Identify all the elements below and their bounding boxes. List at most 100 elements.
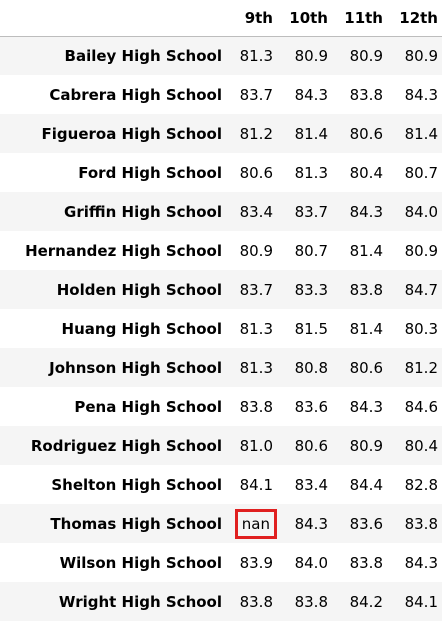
cell-value: 81.2 [239, 124, 273, 143]
cell-value: 80.3 [404, 319, 438, 338]
cell-value: 80.4 [349, 163, 383, 182]
cell-value: 80.6 [239, 163, 273, 182]
cell-10th: 81.3 [277, 153, 332, 192]
cell-value: 84.3 [349, 202, 383, 221]
cell-9th: 81.0 [222, 426, 277, 465]
cell-9th: 80.6 [222, 153, 277, 192]
cell-value: 83.4 [294, 475, 328, 494]
table-row: Griffin High School 83.4 83.7 84.3 84.0 [0, 192, 442, 231]
cell-10th: 80.8 [277, 348, 332, 387]
cell-value: 81.4 [404, 124, 438, 143]
cell-10th: 83.4 [277, 465, 332, 504]
column-header-11th: 11th [332, 0, 387, 37]
cell-value: 81.5 [294, 319, 328, 338]
cell-value: 83.3 [294, 280, 328, 299]
cell-9th: 80.9 [222, 231, 277, 270]
cell-11th: 83.8 [332, 75, 387, 114]
cell-value: 81.4 [349, 241, 383, 260]
cell-value: 84.3 [349, 397, 383, 416]
row-label-school: Ford High School [78, 163, 222, 182]
cell-12th: 80.3 [387, 309, 442, 348]
cell-value: 84.4 [349, 475, 383, 494]
cell-value: 80.9 [404, 241, 438, 260]
cell-value: 81.3 [239, 319, 273, 338]
cell-value: 83.7 [294, 202, 328, 221]
cell-12th: 82.8 [387, 465, 442, 504]
cell-10th: 83.7 [277, 192, 332, 231]
cell-value: 80.9 [294, 46, 328, 65]
table-row: Thomas High School nan 84.3 83.6 83.8 [0, 504, 442, 543]
table-header: 9th 10th 11th 12th [0, 0, 442, 37]
row-label-school: Holden High School [56, 280, 222, 299]
cell-value: 84.0 [294, 553, 328, 572]
cell-value: 81.0 [239, 436, 273, 455]
table-row: Ford High School 80.6 81.3 80.4 80.7 [0, 153, 442, 192]
cell-value: 80.9 [239, 241, 273, 260]
table-row: Figueroa High School 81.2 81.4 80.6 81.4 [0, 114, 442, 153]
cell-value: 81.4 [349, 319, 383, 338]
table-row: Wilson High School 83.9 84.0 83.8 84.3 [0, 543, 442, 582]
cell-12th: 84.7 [387, 270, 442, 309]
cell-10th: 80.9 [277, 36, 332, 75]
cell-11th: 80.9 [332, 36, 387, 75]
cell-10th: 83.8 [277, 582, 332, 621]
cell-9th: 83.7 [222, 270, 277, 309]
cell-10th: 80.6 [277, 426, 332, 465]
table-row: Bailey High School 81.3 80.9 80.9 80.9 [0, 36, 442, 75]
cell-value: 84.3 [404, 553, 438, 572]
cell-11th: 84.3 [332, 192, 387, 231]
cell-value: 84.3 [404, 85, 438, 104]
cell-value: 83.8 [349, 553, 383, 572]
cell-11th: 83.6 [332, 504, 387, 543]
cell-12th: 80.7 [387, 153, 442, 192]
cell-9th: nan [222, 504, 277, 543]
table-row: Johnson High School 81.3 80.8 80.6 81.2 [0, 348, 442, 387]
cell-value: 80.6 [349, 358, 383, 377]
cell-value: 80.4 [404, 436, 438, 455]
cell-value: 84.1 [239, 475, 273, 494]
cell-11th: 80.6 [332, 114, 387, 153]
cell-10th: 84.3 [277, 504, 332, 543]
table-row: Cabrera High School 83.7 84.3 83.8 84.3 [0, 75, 442, 114]
cell-value: 81.3 [294, 163, 328, 182]
cell-value: 83.8 [239, 397, 273, 416]
index-header [0, 0, 222, 37]
cell-value: 81.2 [404, 358, 438, 377]
cell-11th: 84.3 [332, 387, 387, 426]
cell-9th: 83.9 [222, 543, 277, 582]
cell-10th: 84.3 [277, 75, 332, 114]
table-row: Shelton High School 84.1 83.4 84.4 82.8 [0, 465, 442, 504]
cell-value: 83.8 [294, 592, 328, 611]
row-label-school: Wilson High School [59, 553, 222, 572]
table-row: Pena High School 83.8 83.6 84.3 84.6 [0, 387, 442, 426]
cell-value: 83.6 [294, 397, 328, 416]
cell-12th: 83.8 [387, 504, 442, 543]
cell-value: 83.9 [239, 553, 273, 572]
cell-9th: 81.3 [222, 309, 277, 348]
cell-9th: 83.8 [222, 387, 277, 426]
row-label-school: Shelton High School [51, 475, 222, 494]
cell-11th: 80.4 [332, 153, 387, 192]
cell-value: 83.7 [239, 280, 273, 299]
cell-value: 80.7 [404, 163, 438, 182]
cell-11th: 83.8 [332, 543, 387, 582]
cell-10th: 81.4 [277, 114, 332, 153]
cell-value: 80.9 [349, 46, 383, 65]
table-row: Hernandez High School 80.9 80.7 81.4 80.9 [0, 231, 442, 270]
cell-12th: 84.3 [387, 543, 442, 582]
cell-11th: 81.4 [332, 231, 387, 270]
cell-11th: 80.9 [332, 426, 387, 465]
cell-9th: 81.3 [222, 348, 277, 387]
cell-12th: 84.1 [387, 582, 442, 621]
cell-value: 81.4 [294, 124, 328, 143]
cell-value: 84.7 [404, 280, 438, 299]
row-label-school: Wright High School [58, 592, 222, 611]
cell-12th: 80.4 [387, 426, 442, 465]
cell-9th: 83.7 [222, 75, 277, 114]
cell-value: 81.3 [239, 358, 273, 377]
cell-12th: 81.4 [387, 114, 442, 153]
cell-value: 83.8 [349, 85, 383, 104]
cell-11th: 84.4 [332, 465, 387, 504]
cell-11th: 80.6 [332, 348, 387, 387]
cell-9th: 83.4 [222, 192, 277, 231]
